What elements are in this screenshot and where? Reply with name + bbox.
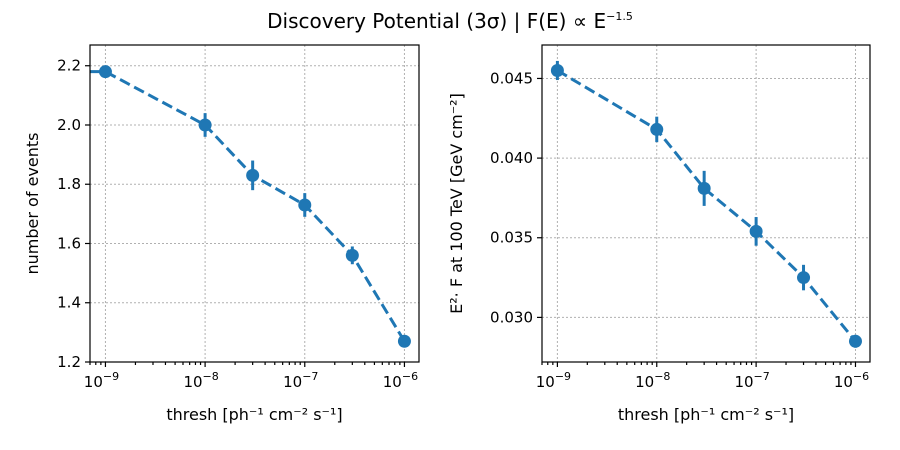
data-point (797, 271, 811, 285)
data-point (198, 118, 212, 132)
figure-title: Discovery Potential (3σ) | F(E) ∝ E−1.5 (267, 9, 633, 33)
data-point (246, 168, 260, 182)
data-point (298, 198, 312, 212)
right-plot-panel: 10−9 10−8 10−7 10−6 0.030 0.035 0.040 0.045 thre… (447, 44, 871, 424)
y-tick-label: 0.045 (490, 69, 533, 87)
x-axis-label: thresh [ph⁻¹ cm⁻² s⁻¹] (166, 405, 342, 424)
data-point (98, 65, 112, 79)
y-tick-label: 1.2 (57, 353, 81, 371)
y-tick-label: 2.2 (57, 57, 81, 75)
series-line (556, 69, 857, 343)
y-tick-label: 1.4 (57, 294, 81, 312)
y-tick-label: 0.040 (490, 149, 533, 167)
series-line (90, 70, 406, 343)
data-point (550, 63, 564, 77)
left-plot-panel: 10−9 10−8 10−7 10−6 1.2 1.4 1.6 1.8 2.0 2.2 thresh… (23, 44, 420, 424)
x-tick-label: 10−9 (536, 370, 571, 391)
data-point (650, 122, 664, 136)
y-tick-label: 0.035 (490, 229, 533, 247)
y-tick-label: 2.0 (57, 116, 81, 134)
x-tick-label: 10−7 (734, 370, 769, 391)
y-tick-label: 0.030 (490, 308, 533, 326)
y-axis-label: E²· F at 100 TeV [GeV cm⁻²] (447, 93, 466, 314)
x-tick-label: 10−6 (834, 370, 869, 391)
x-tick-label: 10−8 (183, 370, 218, 391)
x-tick-label: 10−7 (283, 370, 318, 391)
data-point (345, 248, 359, 262)
data-point (697, 181, 711, 195)
plot-frame (541, 44, 871, 363)
plot-frame (89, 44, 420, 363)
y-axis-label: number of events (23, 133, 42, 275)
x-tick-label: 10−8 (635, 370, 670, 391)
y-tick-label: 1.8 (57, 175, 81, 193)
data-point (397, 334, 411, 348)
y-tick-label: 1.6 (57, 234, 81, 252)
x-axis-label: thresh [ph⁻¹ cm⁻² s⁻¹] (618, 405, 794, 424)
x-tick-label: 10−6 (383, 370, 418, 391)
figure-title-exponent: −1.5 (606, 10, 633, 23)
data-point (848, 334, 862, 348)
x-tick-label: 10−9 (84, 370, 119, 391)
figure-title-text: Discovery Potential (3σ) | F(E) ∝ E (267, 9, 606, 33)
data-point (749, 224, 763, 238)
